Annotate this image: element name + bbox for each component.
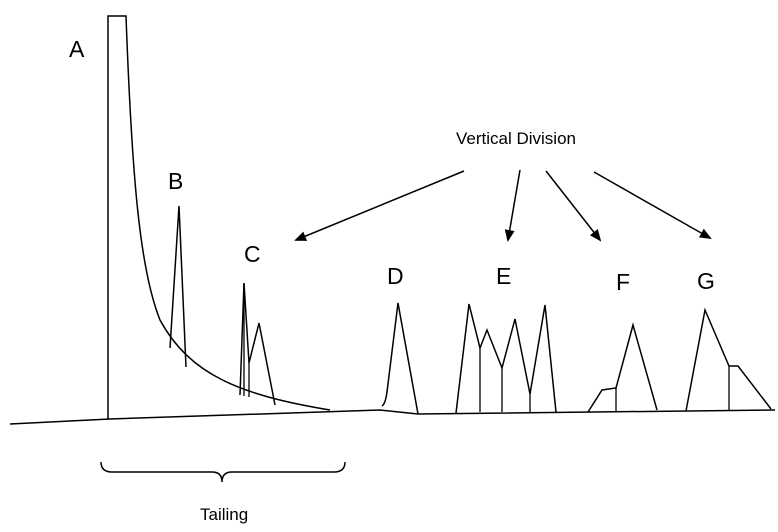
peak-f-label: F	[616, 269, 630, 295]
tailing-label: Tailing	[200, 505, 248, 524]
peak-c	[239, 282, 276, 406]
peak-f	[587, 322, 658, 413]
peak-a	[107, 15, 331, 419]
baseline	[9, 409, 776, 425]
arrow-to-g	[593, 171, 712, 239]
arrow-to-f	[545, 170, 602, 242]
vertical-division-label: Vertical Division	[456, 129, 576, 148]
peak-d	[381, 302, 419, 415]
peak-g-label: G	[697, 268, 715, 294]
peak-d-label: D	[387, 263, 404, 289]
arrow-to-e	[504, 169, 521, 242]
peak-e	[455, 303, 557, 414]
peak-e-label: E	[496, 263, 511, 289]
arrow-to-c	[294, 170, 465, 241]
tailing-brace	[100, 461, 346, 483]
peak-c-label: C	[244, 241, 261, 267]
peak-b-label: B	[168, 168, 183, 194]
peak-a-label: A	[69, 36, 85, 62]
peak-b	[169, 205, 187, 368]
